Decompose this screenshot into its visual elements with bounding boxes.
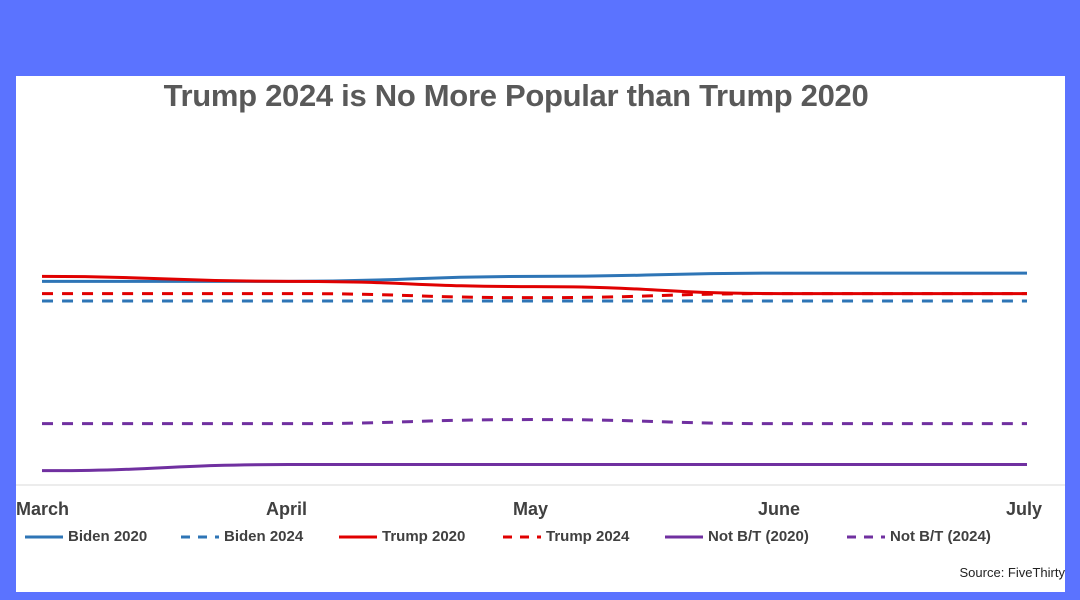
series-layer bbox=[41, 271, 1027, 473]
legend-swatch bbox=[25, 535, 63, 538]
legend-item-biden-2024: Biden 2024 bbox=[180, 528, 303, 545]
legend-item-not-b-t-2020: Not B/T (2020) bbox=[664, 528, 809, 545]
x-tick-label-july: July bbox=[1006, 499, 1043, 519]
chart-title: Trump 2024 is No More Popular than Trump… bbox=[163, 78, 869, 113]
x-tick-label-may: May bbox=[513, 499, 549, 519]
legend-label: Trump 2024 bbox=[546, 528, 630, 545]
legend-swatch bbox=[181, 535, 219, 538]
legend-item-not-b-t-2024: Not B/T (2024) bbox=[846, 528, 991, 545]
legend-label: Not B/T (2024) bbox=[890, 528, 991, 545]
series-line-trump-2020 bbox=[41, 274, 1027, 296]
source-note: Source: FiveThirty bbox=[959, 565, 1065, 580]
legend-item-trump-2020: Trump 2020 bbox=[338, 528, 465, 545]
plot-area bbox=[16, 271, 1065, 486]
legend-swatch bbox=[665, 535, 703, 538]
legend-label: Biden 2020 bbox=[68, 528, 148, 545]
x-tick-label-june: June bbox=[758, 499, 801, 519]
legend-label: Not B/T (2020) bbox=[708, 528, 809, 545]
legend-swatch bbox=[847, 535, 885, 538]
legend-label: Trump 2020 bbox=[382, 528, 466, 545]
series-line-trump-2024 bbox=[42, 292, 1027, 300]
legend-item-trump-2024: Trump 2024 bbox=[502, 528, 629, 545]
series-line-not-b-t-2024 bbox=[42, 418, 1027, 426]
legend-item-biden-2020: Biden 2020 bbox=[24, 528, 147, 545]
chart-panel: Trump 2024 is No More Popular than Trump… bbox=[16, 76, 1065, 592]
series-line-not-b-t-2020 bbox=[41, 463, 1027, 473]
x-tick-label-april: April bbox=[266, 499, 308, 519]
legend-label: Biden 2024 bbox=[224, 528, 304, 545]
x-tick-label-march: March bbox=[16, 499, 70, 519]
legend-swatch bbox=[503, 535, 541, 538]
legend-swatch bbox=[339, 535, 377, 538]
